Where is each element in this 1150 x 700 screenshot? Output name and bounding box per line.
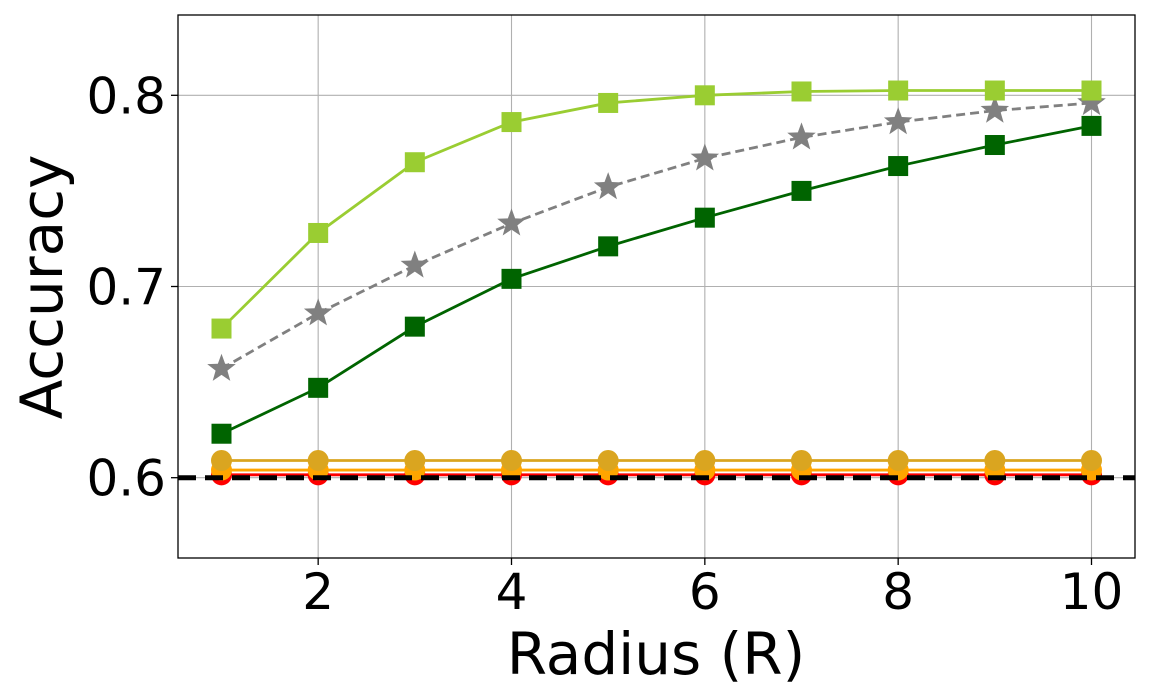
x-tick-label: 8	[882, 563, 914, 621]
series-line	[220, 101, 1092, 370]
data-point	[980, 95, 1010, 123]
x-tick-label: 4	[496, 563, 528, 621]
data-point	[501, 112, 522, 133]
data-point	[598, 92, 619, 113]
data-point	[1081, 115, 1102, 136]
data-point	[690, 143, 720, 171]
data-point	[211, 423, 232, 444]
data-point	[593, 172, 623, 200]
x-tick-label: 10	[1060, 563, 1124, 621]
y-tick-label: 0.8	[86, 67, 166, 125]
x-tick-label: 6	[689, 563, 721, 621]
data-point	[888, 80, 909, 101]
series-line	[220, 89, 1092, 330]
data-point	[1081, 80, 1102, 101]
series-3	[211, 449, 1102, 471]
data-point	[501, 268, 522, 289]
series-0	[211, 80, 1102, 339]
data-point	[694, 207, 715, 228]
data-point	[597, 449, 619, 471]
data-point	[207, 353, 236, 381]
series-line	[220, 124, 1092, 435]
data-point	[404, 449, 426, 471]
plot-area	[178, 80, 1135, 486]
data-point	[307, 449, 329, 471]
data-point	[1081, 449, 1102, 471]
data-point	[400, 250, 430, 278]
data-point	[887, 449, 909, 471]
series-5	[211, 464, 1102, 486]
data-point	[308, 222, 329, 243]
y-tick-label: 0.7	[86, 259, 166, 317]
data-point	[888, 156, 909, 177]
series-1	[207, 87, 1106, 381]
data-point	[791, 81, 812, 102]
data-point	[883, 107, 913, 135]
data-point	[303, 298, 333, 326]
data-point	[984, 135, 1005, 156]
data-point	[598, 236, 619, 257]
x-axis-label: Radius (R)	[507, 620, 805, 688]
data-point	[694, 85, 715, 106]
data-point	[501, 449, 522, 471]
data-point	[791, 180, 812, 201]
data-point	[787, 122, 816, 150]
x-tick-label: 2	[302, 563, 334, 621]
data-point	[984, 449, 1006, 471]
series-2	[211, 115, 1102, 444]
data-point	[404, 152, 425, 173]
data-point	[211, 449, 232, 471]
data-point	[308, 377, 329, 398]
y-axis-label: Accuracy	[8, 155, 76, 420]
data-point	[694, 449, 716, 471]
y-tick-label: 0.6	[86, 450, 166, 508]
data-point	[791, 449, 812, 471]
data-point	[404, 316, 425, 337]
axis-ticks: 2 4 6 8 10 0.6 0.7 0.8	[86, 67, 1123, 621]
data-point	[211, 318, 232, 339]
data-point	[497, 208, 526, 236]
data-point	[984, 80, 1005, 101]
data-point	[1077, 87, 1106, 116]
